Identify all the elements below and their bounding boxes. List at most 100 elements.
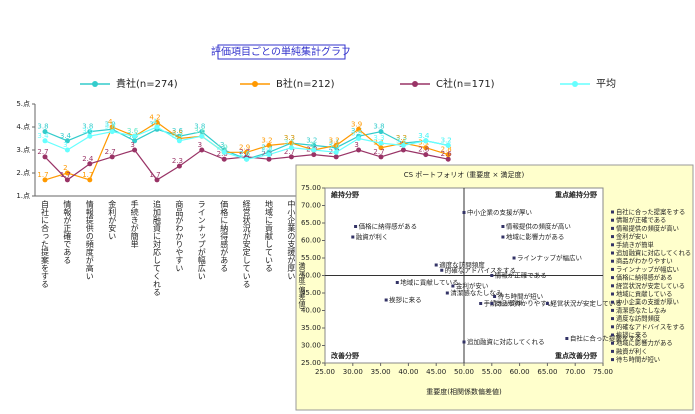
quadrant-label: 改善分野 [331,351,359,360]
y-tick-label: 70.00 [301,202,321,210]
point [199,147,205,153]
data-label: 2.7 [373,148,384,156]
point [445,142,451,148]
point-label: 情報が正確である [495,271,547,280]
point [378,140,384,146]
legend-label: 融資が利く [616,346,647,355]
data-label: 3.8 [37,123,48,131]
legend-marker [572,81,578,87]
point [87,133,93,139]
point [64,147,70,153]
data-label: 3.2 [261,136,272,144]
data-label: 3.6 [127,127,139,135]
data-label: 3.6 [82,127,94,135]
point [333,142,339,148]
point-label: ラインナップが幅広い [517,253,582,262]
x-tick-label: 情報提供の頻度が高い [85,199,94,280]
data-label: 3.5 [172,130,183,138]
legend-marker [611,333,614,337]
data-label: 3.2 [329,136,340,144]
legend-label: 情報提供の頻度が高い [616,223,679,232]
point [176,138,182,144]
data-label: 3.4 [37,132,49,140]
point [440,268,444,272]
scatter-title: CS ポートフォリオ (重要度 × 満足度) [404,170,525,179]
y-tick-label: 4.点 [16,123,30,131]
data-label: 3 [63,141,67,149]
y-tick-label: 35.00 [301,324,321,332]
x-tick-label: 地域に貢献している [265,199,274,272]
point-label: 地域に貢献している [400,278,458,287]
point [354,225,358,228]
point-label: 挨拶に来る [389,295,422,304]
x-tick-label: 商品がわかりやすい [175,199,184,272]
data-label: 1.7 [37,171,48,179]
point-label: 適度な訪問頻度 [439,260,485,269]
data-label: 2.7 [284,148,295,156]
point-label: 融資が利く [356,232,389,241]
point [384,298,388,302]
legend-label: 挨拶に来る [616,330,647,339]
x-tick-label: 手続きが簡単 [130,199,139,249]
x-tick-label: ラインナップが幅広い [197,200,206,280]
legend-marker [611,259,614,263]
legend-label: ラインナップが幅広い [616,264,679,273]
data-label: 3.8 [373,123,384,131]
legend-marker [92,81,98,87]
point [423,145,429,151]
point [565,337,569,340]
point [64,170,70,176]
data-label: 3.1 [329,139,340,147]
point [351,235,355,239]
legend-label: 追加融資に対応してくれる [616,248,691,257]
legend-label: 地域に貢献している [616,289,672,298]
data-label: 3.8 [105,123,116,131]
data-label: 2.9 [329,143,340,151]
data-label: 4.2 [149,113,160,121]
quadrant-label: 維持分野 [331,190,359,199]
data-label: 3.2 [441,136,452,144]
x-tick-label: 自社に合った提案をする [41,199,50,288]
legend-marker [611,358,614,362]
x-tick-label: 情報が正確である [63,199,72,264]
data-label: 3.9 [351,120,362,128]
point [479,302,483,305]
point [288,154,294,160]
data-label: 3.8 [194,123,205,131]
data-label: 2.7 [239,148,250,156]
point-label: 手続きが簡単 [484,299,524,308]
point [244,156,250,162]
legend-marker [611,267,614,271]
title-box [217,44,346,60]
x-tick-label: 45.00 [426,368,446,376]
data-label: 3.6 [172,127,184,135]
y-tick-label: 65.00 [301,219,321,227]
point [288,145,294,151]
legend-label: 手続きが簡単 [616,240,654,249]
x-tick-label: 中小企業の支援が厚い [287,199,296,280]
data-label: 2.8 [418,146,429,154]
legend-marker [611,284,614,288]
point-label: 追加融資に対応してくれる [467,337,545,346]
point [42,138,48,144]
point [266,142,272,148]
point [266,156,272,162]
legend-marker [611,226,614,230]
data-label: 3 [310,141,314,149]
legend-label: 的確なアドバイスをする [616,322,685,331]
legend-marker [611,325,614,329]
legend-marker [412,81,418,87]
data-label: 4 [153,118,158,126]
point [109,154,115,160]
point [64,138,70,144]
data-label: 2.6 [239,150,251,158]
point [311,152,317,158]
point [132,133,138,139]
point [154,119,160,125]
point [434,263,438,267]
point-label: 情報提供の頻度が高い [506,222,571,231]
legend-label: 清潔感なたしなみ [616,305,666,314]
point [462,340,466,344]
legend-label: 待ち時間が短い [616,355,660,364]
point [132,138,138,144]
